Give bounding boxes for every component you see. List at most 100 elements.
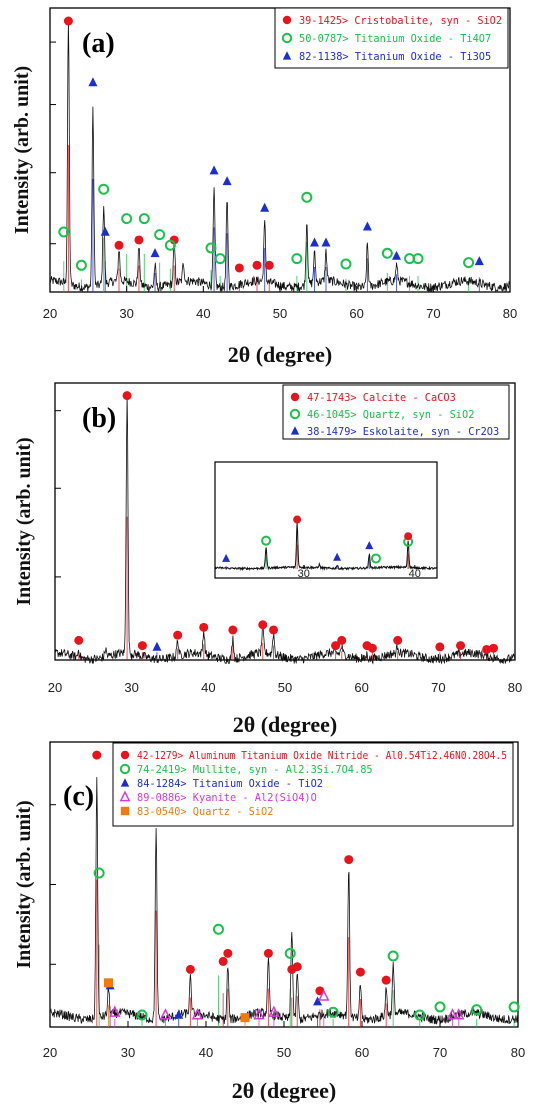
- x-tick-label: 40: [199, 1045, 213, 1060]
- panel-label: (c): [63, 781, 94, 812]
- magenta-phase-marker: [191, 1008, 204, 1020]
- red-phase-marker: [114, 240, 124, 250]
- legend-entry-text: 83-0540> Quartz - SiO2: [137, 806, 273, 818]
- green-phase-marker: [471, 1004, 483, 1016]
- x-axis-label: 2θ (degree): [233, 712, 338, 737]
- legend-box: [112, 742, 514, 827]
- blue-phase-marker: [260, 202, 270, 212]
- green-phase-marker: [291, 253, 303, 265]
- legend-entry-text: 46-1045> Quartz, syn - SiO2: [307, 409, 474, 421]
- red-phase-marker: [199, 622, 209, 632]
- legend-green-marker: [289, 408, 301, 420]
- legend-orange-marker: [120, 806, 130, 816]
- inset-green-marker: [261, 535, 272, 546]
- legend-entry-text: 82-1138> Titanium Oxide - Ti3O5: [299, 51, 491, 63]
- green-phase-marker: [58, 226, 70, 238]
- red-phase-marker: [228, 625, 238, 635]
- inset: 30 40: [214, 461, 438, 580]
- green-phase-marker: [284, 947, 296, 959]
- legend-box: [282, 384, 510, 440]
- x-axis-label: 2θ (degree): [232, 1078, 337, 1103]
- legend-box: [274, 7, 509, 69]
- x-tick-label: 80: [503, 306, 517, 321]
- x-tick-label: 20: [43, 1045, 57, 1060]
- legend: 47-1743> Calcite - CaCO3 46-1045> Quartz,…: [282, 384, 510, 440]
- panel-a: 20 30 40 50 60 70 80 2θ (degree) Intensity (arb.…: [11, 7, 517, 367]
- red-phase-marker: [92, 750, 102, 760]
- blue-phase-marker: [100, 226, 110, 236]
- x-tick-label: 30: [121, 1045, 135, 1060]
- inset-frame: [214, 461, 438, 579]
- green-phase-marker: [463, 257, 475, 269]
- x-tick-label: 50: [277, 1045, 291, 1060]
- green-phase-marker: [301, 191, 313, 203]
- green-phase-marker: [412, 253, 424, 265]
- red-phase-marker: [393, 635, 403, 645]
- legend-entry-text: 89-0886> Kyanite - Al2(SiO4)O: [137, 792, 317, 804]
- legend-blue-marker: [120, 778, 130, 787]
- x-tick-label: 80: [508, 680, 522, 695]
- x-tick-label: 60: [355, 1045, 369, 1060]
- green-phase-marker: [154, 229, 166, 241]
- legend-blue-marker: [282, 51, 292, 60]
- blue-phase-marker: [209, 165, 219, 175]
- red-phase-marker: [185, 964, 195, 974]
- legend: 39-1425> Cristobalite, syn - SiO2 50-0787…: [274, 7, 509, 69]
- red-phase-marker: [169, 235, 179, 245]
- x-tick-label: 60: [354, 680, 368, 695]
- inset-tick-label: 40: [409, 568, 421, 580]
- x-tick-label: 50: [273, 306, 287, 321]
- inset-blue-marker: [365, 541, 374, 550]
- blue-phase-marker: [321, 237, 331, 247]
- red-phase-marker: [381, 975, 391, 985]
- x-tick-label: 20: [48, 680, 62, 695]
- magenta-phase-marker: [318, 989, 330, 1001]
- inset-green-marker: [370, 553, 381, 564]
- red-phase-marker: [435, 642, 445, 652]
- red-phase-marker: [63, 16, 73, 26]
- green-phase-marker: [212, 923, 224, 935]
- x-tick-label: 50: [278, 680, 292, 695]
- legend-entry-text: 42-1279> Aluminum Titanium Oxide Nitride…: [137, 750, 507, 762]
- green-phase-marker: [93, 867, 105, 879]
- blue-phase-marker: [362, 221, 372, 231]
- magenta-phase-marker: [109, 1005, 121, 1017]
- green-phase-marker: [164, 239, 176, 251]
- red-phase-marker: [489, 643, 499, 653]
- reference-lines: [78, 516, 495, 660]
- inset-red-marker: [293, 515, 302, 524]
- red-phase-marker: [137, 641, 147, 651]
- blue-phase-marker: [222, 176, 232, 186]
- legend-entry-text: 84-1284> Titanium Oxide - TiO2: [137, 778, 323, 790]
- green-phase-marker: [121, 213, 133, 225]
- reference-lines: [96, 879, 515, 1027]
- legend-entry-text: 74-2419> Mullite, syn - Al2.3Si.7O4.85: [137, 764, 373, 776]
- x-tick-label: 30: [124, 680, 138, 695]
- red-phase-marker: [252, 260, 262, 270]
- green-phase-marker: [414, 1009, 426, 1021]
- y-axis-label: Intensity (arb. unit): [13, 437, 35, 605]
- legend-red-marker: [282, 15, 292, 25]
- x-tick-label: 60: [349, 306, 363, 321]
- green-phase-marker: [136, 1009, 148, 1021]
- panel-label: (b): [82, 403, 116, 434]
- orange-phase-marker: [104, 978, 113, 988]
- red-phase-marker: [344, 855, 354, 865]
- inset-blue-marker: [222, 553, 231, 562]
- legend-entry-text: 50-0787> Titanium Oxide - Ti4O7: [299, 33, 491, 45]
- xrd-pattern-line: [49, 777, 519, 1025]
- magenta-phase-marker: [446, 1008, 459, 1020]
- legend-entry-text: 47-1743> Calcite - CaCO3: [307, 392, 456, 404]
- blue-phase-marker: [152, 641, 162, 651]
- inset-tick-label: 30: [298, 568, 310, 580]
- blue-phase-marker: [392, 250, 402, 260]
- blue-phase-marker: [474, 256, 484, 266]
- panel-c: 20 30 40 50 60 70 80 2θ (degree) Intensity (arb.…: [13, 741, 525, 1103]
- legend-red-marker: [290, 392, 300, 402]
- legend-magenta-marker: [119, 790, 131, 802]
- magenta-phase-marker: [159, 1008, 172, 1020]
- x-tick-label: 40: [201, 680, 215, 695]
- magenta-phase-marker: [253, 1008, 265, 1020]
- red-phase-marker: [292, 962, 302, 972]
- legend-blue-marker: [290, 426, 300, 435]
